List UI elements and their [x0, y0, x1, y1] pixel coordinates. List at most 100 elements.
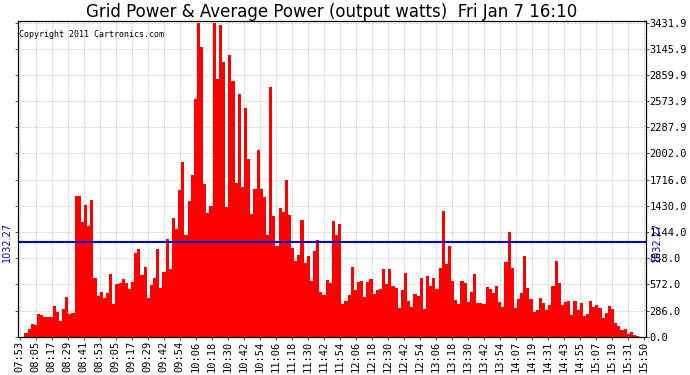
- Bar: [636, 336, 639, 337]
- Bar: [404, 273, 407, 337]
- Bar: [144, 267, 147, 337]
- Bar: [586, 314, 589, 337]
- Bar: [523, 256, 526, 337]
- Bar: [495, 286, 498, 337]
- Bar: [583, 315, 586, 337]
- Text: 1032.27: 1032.27: [2, 222, 12, 262]
- Bar: [529, 299, 533, 337]
- Bar: [128, 289, 131, 337]
- Bar: [266, 236, 269, 337]
- Bar: [558, 282, 561, 337]
- Bar: [435, 289, 439, 337]
- Bar: [420, 278, 423, 337]
- Bar: [50, 317, 52, 337]
- Bar: [119, 284, 121, 337]
- Bar: [426, 276, 429, 337]
- Bar: [87, 226, 90, 337]
- Bar: [366, 282, 369, 337]
- Bar: [332, 221, 335, 337]
- Bar: [411, 308, 413, 337]
- Bar: [445, 264, 448, 337]
- Bar: [338, 224, 342, 337]
- Bar: [407, 302, 411, 337]
- Bar: [304, 263, 307, 337]
- Bar: [354, 290, 357, 337]
- Bar: [382, 269, 385, 337]
- Bar: [257, 150, 259, 337]
- Bar: [608, 306, 611, 337]
- Bar: [238, 94, 241, 337]
- Bar: [570, 315, 573, 337]
- Bar: [112, 303, 115, 337]
- Bar: [213, 22, 216, 337]
- Bar: [259, 189, 263, 337]
- Bar: [188, 201, 190, 337]
- Bar: [451, 281, 454, 337]
- Bar: [360, 282, 363, 337]
- Bar: [30, 324, 34, 337]
- Bar: [373, 294, 376, 337]
- Bar: [206, 213, 210, 337]
- Bar: [316, 240, 319, 337]
- Bar: [210, 206, 213, 337]
- Bar: [253, 189, 257, 337]
- Bar: [231, 81, 235, 337]
- Text: 1032.27: 1032.27: [652, 222, 662, 262]
- Bar: [184, 235, 188, 337]
- Bar: [351, 267, 354, 337]
- Bar: [288, 215, 291, 337]
- Bar: [457, 304, 460, 337]
- Bar: [501, 308, 504, 337]
- Bar: [542, 303, 545, 337]
- Bar: [56, 312, 59, 337]
- Bar: [109, 274, 112, 337]
- Bar: [181, 162, 184, 337]
- Bar: [197, 22, 200, 337]
- Bar: [514, 308, 517, 337]
- Bar: [269, 87, 273, 337]
- Bar: [65, 297, 68, 337]
- Bar: [348, 295, 351, 337]
- Bar: [34, 325, 37, 337]
- Bar: [222, 62, 225, 337]
- Bar: [103, 298, 106, 337]
- Bar: [159, 288, 162, 337]
- Bar: [391, 286, 395, 337]
- Bar: [604, 313, 608, 337]
- Text: Copyright 2011 Cartronics.com: Copyright 2011 Cartronics.com: [19, 30, 164, 39]
- Bar: [319, 292, 322, 337]
- Bar: [247, 159, 250, 337]
- Bar: [480, 303, 482, 337]
- Bar: [75, 196, 78, 337]
- Bar: [72, 313, 75, 337]
- Bar: [618, 326, 620, 337]
- Bar: [310, 282, 313, 337]
- Bar: [492, 293, 495, 337]
- Bar: [448, 246, 451, 337]
- Bar: [611, 309, 614, 337]
- Bar: [508, 232, 511, 337]
- Bar: [432, 278, 435, 337]
- Bar: [285, 180, 288, 337]
- Bar: [241, 187, 244, 337]
- Bar: [131, 282, 134, 337]
- Bar: [235, 183, 238, 337]
- Bar: [595, 305, 598, 337]
- Bar: [322, 296, 326, 337]
- Bar: [263, 197, 266, 337]
- Bar: [279, 208, 282, 337]
- Bar: [439, 268, 442, 337]
- Bar: [200, 47, 204, 337]
- Bar: [413, 294, 417, 337]
- Bar: [172, 217, 175, 337]
- Bar: [99, 292, 103, 337]
- Bar: [633, 335, 636, 337]
- Bar: [169, 269, 172, 337]
- Bar: [577, 310, 580, 337]
- Bar: [216, 78, 219, 337]
- Bar: [589, 300, 592, 337]
- Bar: [147, 298, 150, 337]
- Bar: [385, 284, 388, 337]
- Bar: [328, 283, 332, 337]
- Bar: [84, 205, 87, 337]
